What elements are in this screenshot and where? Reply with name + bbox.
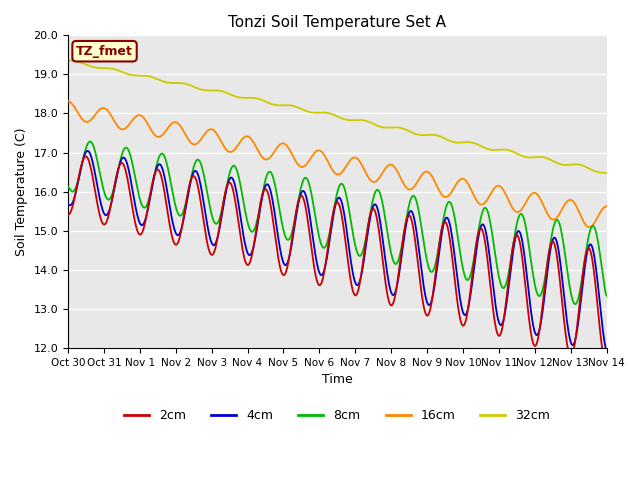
16cm	[184, 136, 192, 142]
4cm	[419, 279, 427, 285]
4cm	[130, 195, 138, 201]
16cm	[403, 185, 410, 191]
Line: 16cm: 16cm	[68, 101, 607, 227]
32cm	[64, 58, 72, 63]
4cm	[404, 216, 412, 222]
2cm	[404, 215, 412, 220]
2cm	[82, 154, 90, 159]
32cm	[184, 82, 192, 87]
16cm	[74, 110, 82, 116]
2cm	[185, 186, 193, 192]
8cm	[74, 179, 82, 184]
8cm	[185, 187, 193, 193]
2cm	[419, 300, 427, 306]
2cm	[130, 214, 138, 219]
2cm	[213, 238, 221, 243]
2cm	[603, 363, 611, 369]
Line: 32cm: 32cm	[68, 60, 607, 173]
Y-axis label: Soil Temperature (C): Soil Temperature (C)	[15, 127, 28, 256]
8cm	[64, 184, 72, 190]
4cm	[603, 348, 611, 353]
16cm	[129, 116, 137, 122]
16cm	[64, 98, 72, 104]
16cm	[586, 224, 593, 230]
32cm	[603, 170, 611, 176]
Legend: 2cm, 4cm, 8cm, 16cm, 32cm: 2cm, 4cm, 8cm, 16cm, 32cm	[120, 404, 556, 427]
2cm	[74, 179, 82, 185]
8cm	[572, 301, 579, 307]
8cm	[603, 293, 611, 299]
32cm	[74, 59, 82, 64]
Line: 4cm: 4cm	[68, 151, 607, 350]
16cm	[419, 171, 426, 177]
2cm	[64, 212, 72, 217]
Line: 2cm: 2cm	[68, 156, 607, 366]
8cm	[213, 220, 221, 226]
X-axis label: Time: Time	[322, 373, 353, 386]
8cm	[404, 210, 412, 216]
4cm	[74, 180, 82, 186]
8cm	[130, 168, 138, 174]
16cm	[212, 131, 220, 136]
8cm	[86, 139, 93, 144]
32cm	[403, 127, 410, 133]
Title: Tonzi Soil Temperature Set A: Tonzi Soil Temperature Set A	[228, 15, 446, 30]
32cm	[212, 87, 220, 93]
Line: 8cm: 8cm	[68, 142, 607, 304]
32cm	[419, 132, 426, 138]
4cm	[185, 189, 193, 194]
4cm	[64, 202, 72, 207]
4cm	[84, 148, 92, 154]
16cm	[603, 204, 611, 209]
Text: TZ_fmet: TZ_fmet	[76, 45, 133, 58]
32cm	[129, 72, 137, 78]
8cm	[419, 235, 427, 241]
4cm	[213, 236, 221, 242]
